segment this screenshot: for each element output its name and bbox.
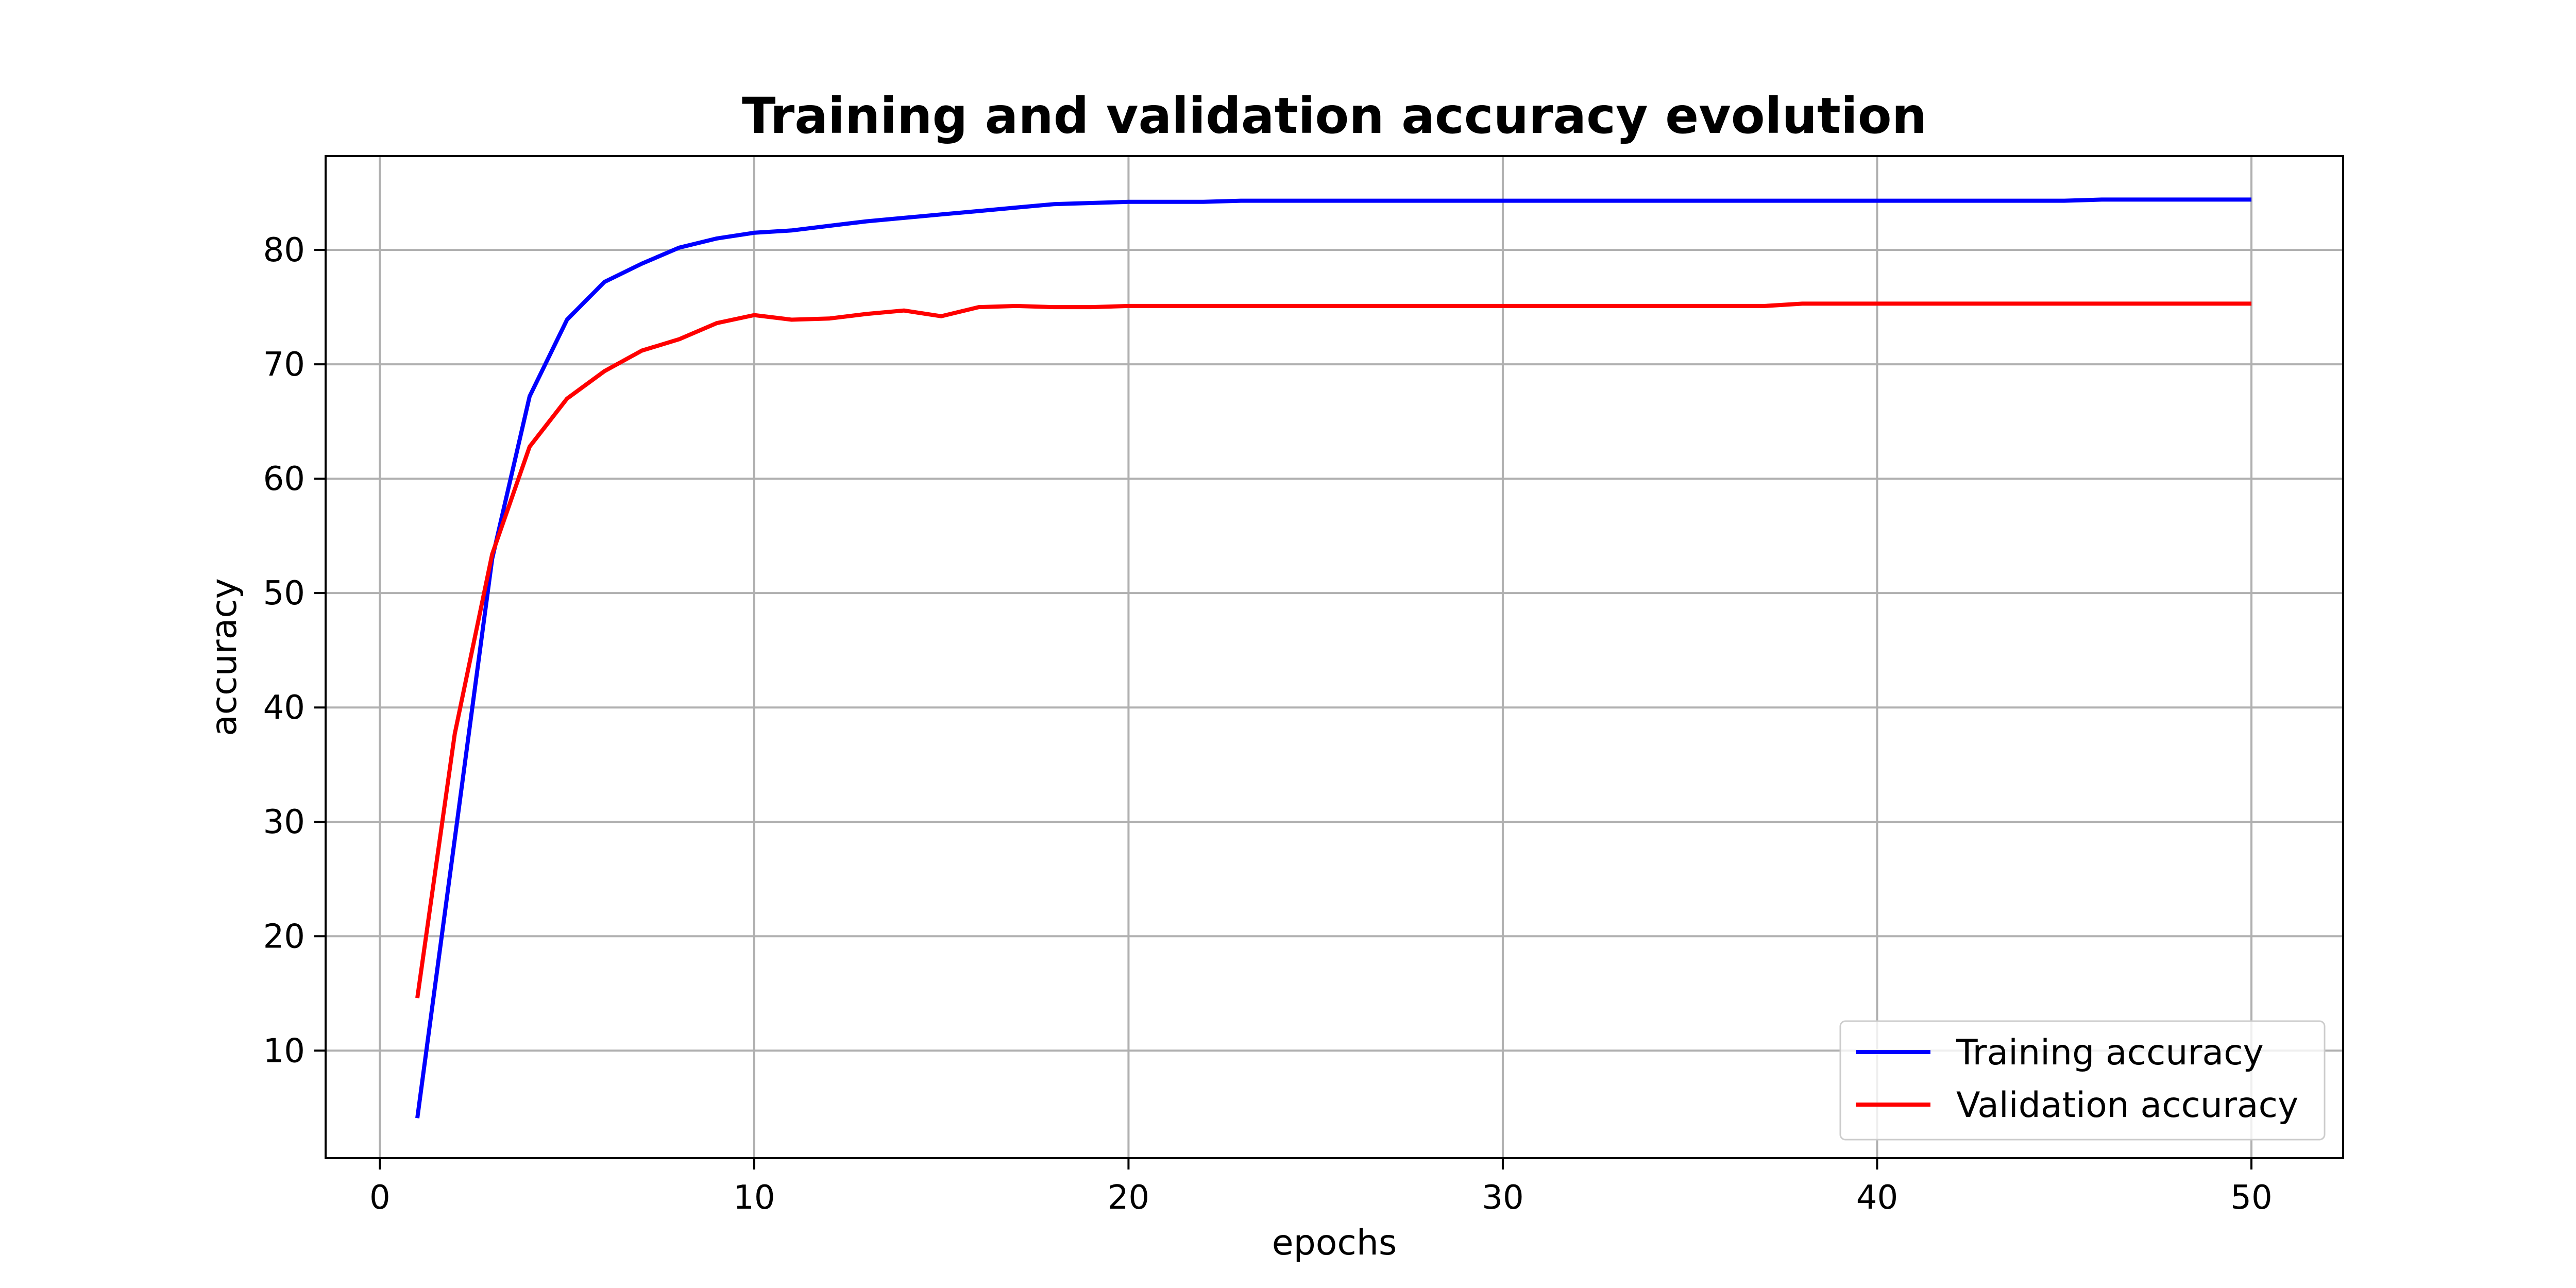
x-tick-label: 30: [1482, 1179, 1523, 1217]
series-line-validation: [415, 301, 2251, 998]
y-tick-label: 20: [263, 918, 305, 956]
y-tick-label: 40: [263, 689, 305, 727]
chart-title: Training and validation accuracy evoluti…: [742, 87, 1927, 145]
x-tick-label: 50: [2230, 1179, 2272, 1217]
x-tick-label: 10: [733, 1179, 775, 1217]
plot-frame: [325, 155, 2344, 1159]
x-axis-label: epochs: [1272, 1223, 1397, 1263]
y-tick-label: 30: [263, 803, 305, 841]
legend-label-validation: Validation accuracy: [1956, 1085, 2298, 1126]
y-tick-label: 50: [263, 574, 305, 613]
series-line-training: [415, 197, 2251, 1118]
y-tick-label: 60: [263, 460, 305, 498]
x-tick-label: 20: [1108, 1179, 1149, 1217]
y-tick-label: 80: [263, 231, 305, 269]
legend-box: [1839, 1020, 2326, 1141]
legend-label-training: Training accuracy: [1956, 1032, 2264, 1073]
y-tick-label: 70: [263, 346, 305, 384]
x-tick-label: 0: [369, 1179, 391, 1217]
x-tick-label: 40: [1856, 1179, 1898, 1217]
y-axis-label: accuracy: [204, 578, 245, 736]
legend: Training accuracy Validation accuracy: [1839, 1020, 2326, 1141]
y-tick-label: 10: [263, 1032, 305, 1070]
